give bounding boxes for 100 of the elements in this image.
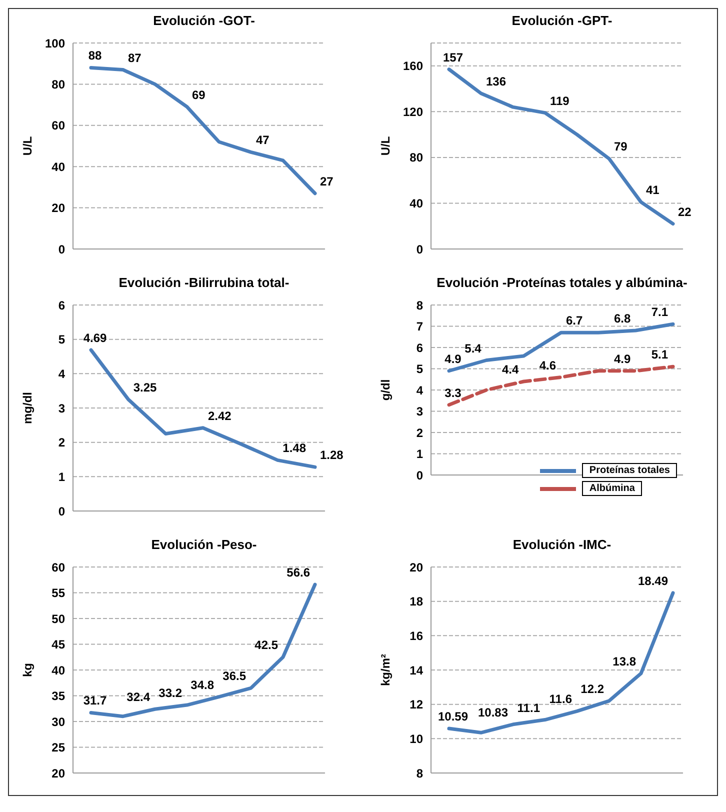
y-tick-label: 2 [416,426,424,440]
y-tick-label: 60 [52,118,66,133]
y-tick-label: 55 [52,586,66,600]
y-tick-label: 0 [58,504,66,518]
data-label: 12.2 [580,682,604,696]
data-label: 4.9 [614,352,631,366]
y-tick-label: 6 [416,340,424,355]
y-tick-label: 1 [416,447,424,462]
y-tick-label: 4 [58,366,66,381]
data-label: 27 [320,174,334,188]
legend-label: Proteínas totales [582,463,677,478]
y-axis-title: kg [20,662,34,678]
data-label: 10.83 [478,705,508,720]
y-tick-label: 7 [416,320,424,334]
data-label: 22 [678,204,692,219]
data-label: 18.49 [638,574,668,588]
y-tick-label: 30 [52,714,66,729]
data-label: 3.25 [133,380,158,394]
y-tick-label: 40 [52,160,66,174]
y-axis-title: kg/m² [378,654,392,686]
y-tick-label: 0 [416,242,424,256]
y-tick-label: 0 [58,242,66,256]
y-tick-label: 2 [58,436,66,450]
data-label: 56.6 [286,566,310,580]
y-tick-label: 4 [416,383,424,398]
data-label: 4.4 [502,362,519,376]
data-label: 119 [550,94,570,108]
chart-title: Evolución -IMC- [512,536,612,554]
y-tick-label: 25 [52,740,66,755]
y-axis-title: mg/dl [20,392,34,424]
data-label: 3.3 [444,386,462,400]
y-axis-title: U/L [20,136,34,156]
y-tick-label: 20 [410,560,424,574]
y-tick-label: 80 [410,150,424,165]
y-tick-label: 50 [52,612,66,626]
y-tick-label: 35 [52,689,66,704]
y-tick-label: 45 [52,638,66,652]
data-label: 7.1 [651,305,668,320]
data-label: 11.1 [517,700,540,715]
legend-label: Albúmina [582,481,642,496]
data-label: 42.5 [254,638,278,652]
y-tick-label: 1 [58,470,66,484]
data-label: 1.48 [282,441,306,456]
y-tick-label: 3 [416,404,424,419]
y-tick-label: 16 [410,628,424,643]
data-label: 136 [486,74,506,88]
y-tick-label: 0 [416,468,424,482]
data-label: 69 [192,88,206,102]
y-tick-label: 20 [52,766,66,780]
data-label: 41 [646,183,660,198]
data-label: 2.42 [208,408,232,423]
y-tick-label: 40 [410,196,424,210]
data-label: 4.9 [444,352,462,366]
data-label: 4.69 [83,330,107,345]
y-tick-label: 14 [410,663,424,678]
y-tick-label: 120 [402,104,424,119]
data-label: 10.59 [438,710,468,724]
y-tick-label: 6 [58,298,66,312]
y-tick-label: 18 [410,594,424,609]
data-label: 5.1 [651,348,668,362]
y-tick-label: 10 [410,732,424,746]
data-label: 4.6 [539,358,556,372]
data-label: 11.6 [549,692,572,706]
data-label: 6.8 [614,312,631,326]
chart-title: Evolución -Proteínas totales y albúmina- [436,274,688,292]
y-axis-title: U/L [378,136,392,156]
data-label: 88 [88,48,102,63]
data-label: 13.8 [612,654,636,668]
data-label: 36.5 [222,669,246,684]
y-tick-label: 5 [416,362,424,376]
line-series [447,68,675,226]
y-tick-label: 8 [416,766,424,780]
chart-title: Evolución -GPT- [510,12,614,30]
y-tick-label: 12 [410,698,424,712]
y-tick-label: 8 [416,298,424,312]
y-tick-label: 5 [58,332,66,347]
data-label: 6.7 [566,314,584,328]
data-label: 47 [256,133,270,148]
data-label: 34.8 [190,678,214,692]
y-tick-label: 40 [52,663,66,678]
y-tick-label: 3 [58,401,66,416]
data-label: 79 [614,140,628,154]
data-label: 5.4 [464,341,482,356]
chart-title: Evolución -Peso- [150,536,258,554]
line-series [89,66,317,196]
data-label: 87 [128,50,142,65]
y-axis-title: g/dl [378,379,392,401]
y-tick-label: 160 [402,59,424,74]
data-label: 32.4 [126,690,150,704]
data-label: 157 [442,50,464,64]
chart-title: Evolución -GOT- [152,12,256,30]
data-label: 31.7 [83,694,107,708]
y-tick-label: 100 [44,36,66,50]
data-label: 1.28 [320,448,344,462]
chart-title: Evolución -Bilirrubina total- [118,274,290,292]
y-tick-label: 60 [52,560,66,574]
y-tick-label: 80 [52,77,66,92]
line-series [89,348,317,469]
data-label: 33.2 [158,686,182,700]
y-tick-label: 20 [52,201,66,216]
